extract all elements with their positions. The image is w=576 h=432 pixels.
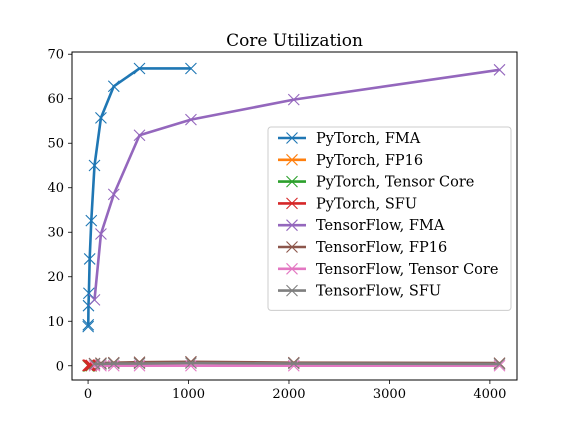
legend-marker [286,175,298,188]
data-point-tensorflow-tensor-core [88,359,101,372]
plot-area [82,62,506,372]
data-point-pytorch-sfu [85,359,98,372]
legend-marker [286,219,298,232]
data-point-tensorflow-fma [107,188,120,201]
series-tensorflow-fma [88,63,506,306]
x-tick-label: 0 [84,387,92,402]
data-point-tensorflow-sfu [133,357,146,370]
legend-item-tensorflow-fma: TensorFlow, FMA [278,218,445,234]
axis-ticks: 0 1000 2000 3000 4000 0 10 20 30 40 50 60 70 [47,48,506,402]
chart-title: Core Utilization [226,31,363,51]
series-pytorch-fma [82,62,197,333]
data-point-tensorflow-fma [88,294,101,306]
legend-label: PyTorch, FP16 [316,153,423,169]
x-tick-label: 1000 [172,387,205,402]
data-point-tensorflow-tensor-core [287,359,300,372]
legend-marker [286,284,298,297]
legend-marker [286,241,298,253]
data-point-tensorflow-sfu [95,358,107,370]
legend-label: TensorFlow, SFU [316,284,441,300]
data-point-tensorflow-fma [133,129,146,142]
data-point-tensorflow-tensor-core [493,359,506,372]
data-point-pytorch-fma [82,318,95,331]
legend-item-pytorch-fma: PyTorch, FMA [278,131,421,147]
data-point-pytorch-fma [82,320,95,333]
legend-label: PyTorch, FMA [316,131,421,147]
series-tensorflow-sfu [88,357,506,370]
data-point-tensorflow-tensor-core [133,359,146,372]
legend-marker [286,153,298,166]
data-point-tensorflow-tensor-core [107,359,120,372]
legend-marker [286,132,298,144]
x-tick-label: 3000 [373,387,406,402]
axes-frame [71,51,518,381]
legend-item-tensorflow-sfu: TensorFlow, SFU [278,284,441,300]
data-point-tensorflow-fma [287,93,300,106]
legend-label: TensorFlow, FP16 [316,240,447,256]
data-point-tensorflow-sfu [107,357,120,370]
legend-item-pytorch-tensor-core: PyTorch, Tensor Core [278,175,474,191]
y-tick-label: 40 [47,181,64,196]
y-tick-label: 60 [47,92,64,107]
series-line-pytorch-fma [86,67,191,327]
y-tick-label: 0 [56,359,64,374]
data-point-pytorch-fma [85,214,98,227]
data-point-pytorch-fma [185,62,197,75]
legend-item-pytorch-sfu: PyTorch, SFU [278,196,417,212]
y-tick-label: 30 [47,226,64,241]
legend-marker [286,262,298,275]
x-tick-label: 4000 [473,387,506,402]
data-point-tensorflow-sfu [287,357,300,370]
y-tick-label: 70 [47,48,64,63]
y-tick-label: 50 [47,137,64,152]
y-tick-label: 20 [47,270,64,285]
x-tick-label: 2000 [272,387,305,402]
legend-label: PyTorch, Tensor Core [316,175,474,191]
data-point-tensorflow-sfu [88,358,101,370]
series-line-tensorflow-sfu [94,361,500,366]
data-point-pytorch-fma [82,287,95,300]
legend-box [267,126,512,311]
data-point-tensorflow-tensor-core [95,359,107,372]
data-point-pytorch-fma [83,253,96,265]
legend-item-tensorflow-fp16: TensorFlow, FP16 [278,240,447,256]
legend-marker [286,197,298,210]
legend: PyTorch, FMA PyTorch, FP16 PyTorch, Tensor… [267,126,512,311]
legend-item-tensorflow-tensor-core: TensorFlow, Tensor Core [278,262,498,278]
data-point-tensorflow-sfu [185,357,197,369]
data-point-tensorflow-fma [493,63,506,76]
data-point-pytorch-fma [88,159,101,172]
data-point-pytorch-fma [107,80,120,93]
legend-item-pytorch-fp16: PyTorch, FP16 [278,153,423,169]
y-tick-label: 10 [47,315,64,330]
data-point-tensorflow-fma [95,228,107,240]
data-point-tensorflow-sfu [493,358,506,370]
legend-label: PyTorch, SFU [316,196,417,212]
legend-label: TensorFlow, FMA [316,218,445,234]
data-point-pytorch-fma [95,111,107,124]
data-point-pytorch-fma [133,62,146,75]
data-point-tensorflow-fma [185,113,197,126]
legend-label: TensorFlow, Tensor Core [316,262,498,278]
